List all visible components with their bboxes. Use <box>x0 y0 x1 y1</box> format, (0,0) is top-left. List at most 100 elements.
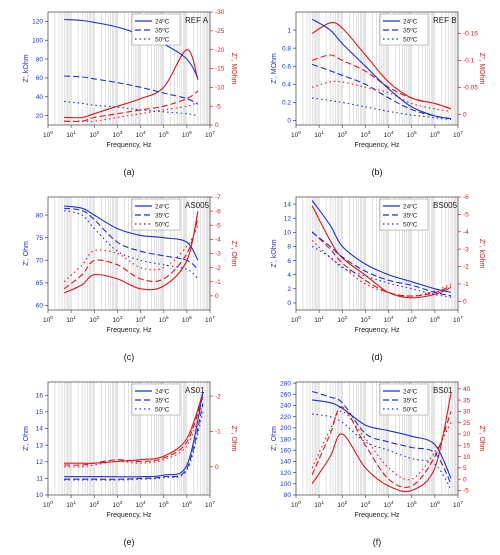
panel-sample-name: BS005 <box>433 201 458 210</box>
panel-caption: (f) <box>373 537 382 547</box>
legend-label-3: 50ºC <box>155 36 170 43</box>
y2-axis-label: Z'', kOhm <box>478 239 485 269</box>
x-tick-exponent: 5 <box>166 315 169 321</box>
y-tick-label: 20 <box>36 113 44 120</box>
x-tick-exponent: 0 <box>298 315 301 321</box>
x-tick-label: 100 <box>43 315 53 324</box>
legend-label-1: 24ºC <box>155 203 170 210</box>
y2-tick-label: -1 <box>215 429 221 436</box>
y2-tick-label: -0.05 <box>463 85 478 92</box>
plot-frame <box>295 196 459 311</box>
series-line-z2-1 <box>311 21 452 110</box>
y-tick-label: 120 <box>32 19 43 26</box>
y-tick-label: 160 <box>280 447 291 454</box>
y2-tick-label: 25 <box>463 420 471 427</box>
x-tick-exponent: 4 <box>391 315 394 321</box>
panel-sample-name: AS01 <box>185 386 205 395</box>
legend-label-1: 24ºC <box>403 388 418 395</box>
panel-caption: (b) <box>372 167 383 177</box>
x-tick-label: 103 <box>112 500 122 509</box>
y-tick-label: 14 <box>36 426 44 433</box>
y-tick-label: 65 <box>36 280 44 287</box>
x-tick-label: 101 <box>66 315 76 324</box>
legend-label-3: 50ºC <box>403 406 418 413</box>
x-tick-label: 106 <box>430 500 440 509</box>
x-tick-exponent: 6 <box>189 500 192 506</box>
series-line-z1-3 <box>64 100 198 117</box>
x-axis-label: Frequency, Hz <box>107 512 152 519</box>
y-axis-label: Z', MOhm <box>271 53 278 84</box>
y-axis-label: Z', kOhm <box>271 239 278 267</box>
x-tick-label: 103 <box>360 130 370 139</box>
legend-label-2: 35ºC <box>155 397 170 404</box>
x-tick-exponent: 6 <box>189 315 192 321</box>
plot-frame <box>47 381 211 496</box>
y-tick-label: 80 <box>36 212 44 219</box>
y2-tick-label: -20 <box>215 47 225 54</box>
y-tick-label: 80 <box>284 492 292 499</box>
x-tick-label: 102 <box>337 315 347 324</box>
x-tick-exponent: 0 <box>298 130 301 136</box>
x-tick-label: 102 <box>89 500 99 509</box>
y-tick-label: 8 <box>287 244 291 251</box>
legend-label-2: 35ºC <box>403 397 418 404</box>
x-tick-exponent: 7 <box>212 315 215 321</box>
y-tick-label: 2 <box>287 286 291 293</box>
x-tick-exponent: 5 <box>414 130 417 136</box>
y-tick-label: 120 <box>280 470 291 477</box>
y2-axis-label: Z'', Ohm <box>230 240 237 266</box>
y2-tick-label: -2 <box>215 265 221 272</box>
x-tick-exponent: 6 <box>189 130 192 136</box>
x-tick-label: 101 <box>314 130 324 139</box>
series-line-z2-3 <box>311 240 452 297</box>
x-tick-exponent: 1 <box>73 315 76 321</box>
x-tick-label: 107 <box>205 315 215 324</box>
y2-tick-label: -6 <box>463 194 469 201</box>
series-line-z1-3 <box>312 413 452 490</box>
plot-frame <box>295 11 459 126</box>
y-tick-label: 75 <box>36 235 44 242</box>
y-tick-label: 12 <box>284 215 292 222</box>
y-axis-label: Z', kOhm <box>23 54 30 82</box>
x-tick-exponent: 0 <box>50 500 53 506</box>
y-tick-label: 200 <box>280 425 291 432</box>
chart-panel-a: 100 101 102 103 104 105 106 107204060801001200-… <box>23 9 237 177</box>
legend-label-1: 24ºC <box>403 203 418 210</box>
chart-panel-d: 100 101 102 103 104 105 106 107024681012140-1-2… <box>271 194 485 362</box>
y2-axis-label: Z'', MOhm <box>230 53 237 85</box>
x-tick-exponent: 5 <box>166 130 169 136</box>
y-tick-label: 80 <box>36 56 44 63</box>
series-line-z2-2 <box>311 231 452 297</box>
y2-tick-label: -5 <box>215 222 221 229</box>
y-tick-label: 0.8 <box>282 45 291 52</box>
y-tick-label: 11 <box>36 476 43 483</box>
x-tick-label: 103 <box>112 130 122 139</box>
x-tick-exponent: 1 <box>73 500 76 506</box>
y-axis-label: Z', Ohm <box>271 426 278 451</box>
x-tick-exponent: 3 <box>120 315 123 321</box>
x-axis-label: Frequency, Hz <box>107 327 152 334</box>
x-tick-label: 104 <box>384 130 394 139</box>
legend-label-1: 24ºC <box>403 18 418 25</box>
y-tick-label: 10 <box>36 492 44 499</box>
x-tick-exponent: 6 <box>437 315 440 321</box>
series-line-z1-3 <box>312 97 452 121</box>
x-tick-exponent: 7 <box>460 130 463 136</box>
series-line-z2-2 <box>312 54 452 110</box>
x-tick-label: 100 <box>43 500 53 509</box>
y2-tick-label: -2 <box>215 393 221 400</box>
x-tick-label: 107 <box>453 130 463 139</box>
series-line-z1-3 <box>64 411 204 481</box>
y-tick-label: 12 <box>36 459 44 466</box>
y-tick-label: 240 <box>280 403 291 410</box>
series-line-z2-3 <box>64 403 204 468</box>
y2-tick-label: -4 <box>215 237 221 244</box>
plot-frame <box>295 381 459 496</box>
series-line-z1-1 <box>311 200 452 293</box>
x-tick-label: 106 <box>182 130 192 139</box>
x-tick-exponent: 5 <box>414 315 417 321</box>
x-tick-exponent: 7 <box>212 130 215 136</box>
series-line-z1-2 <box>312 390 452 485</box>
